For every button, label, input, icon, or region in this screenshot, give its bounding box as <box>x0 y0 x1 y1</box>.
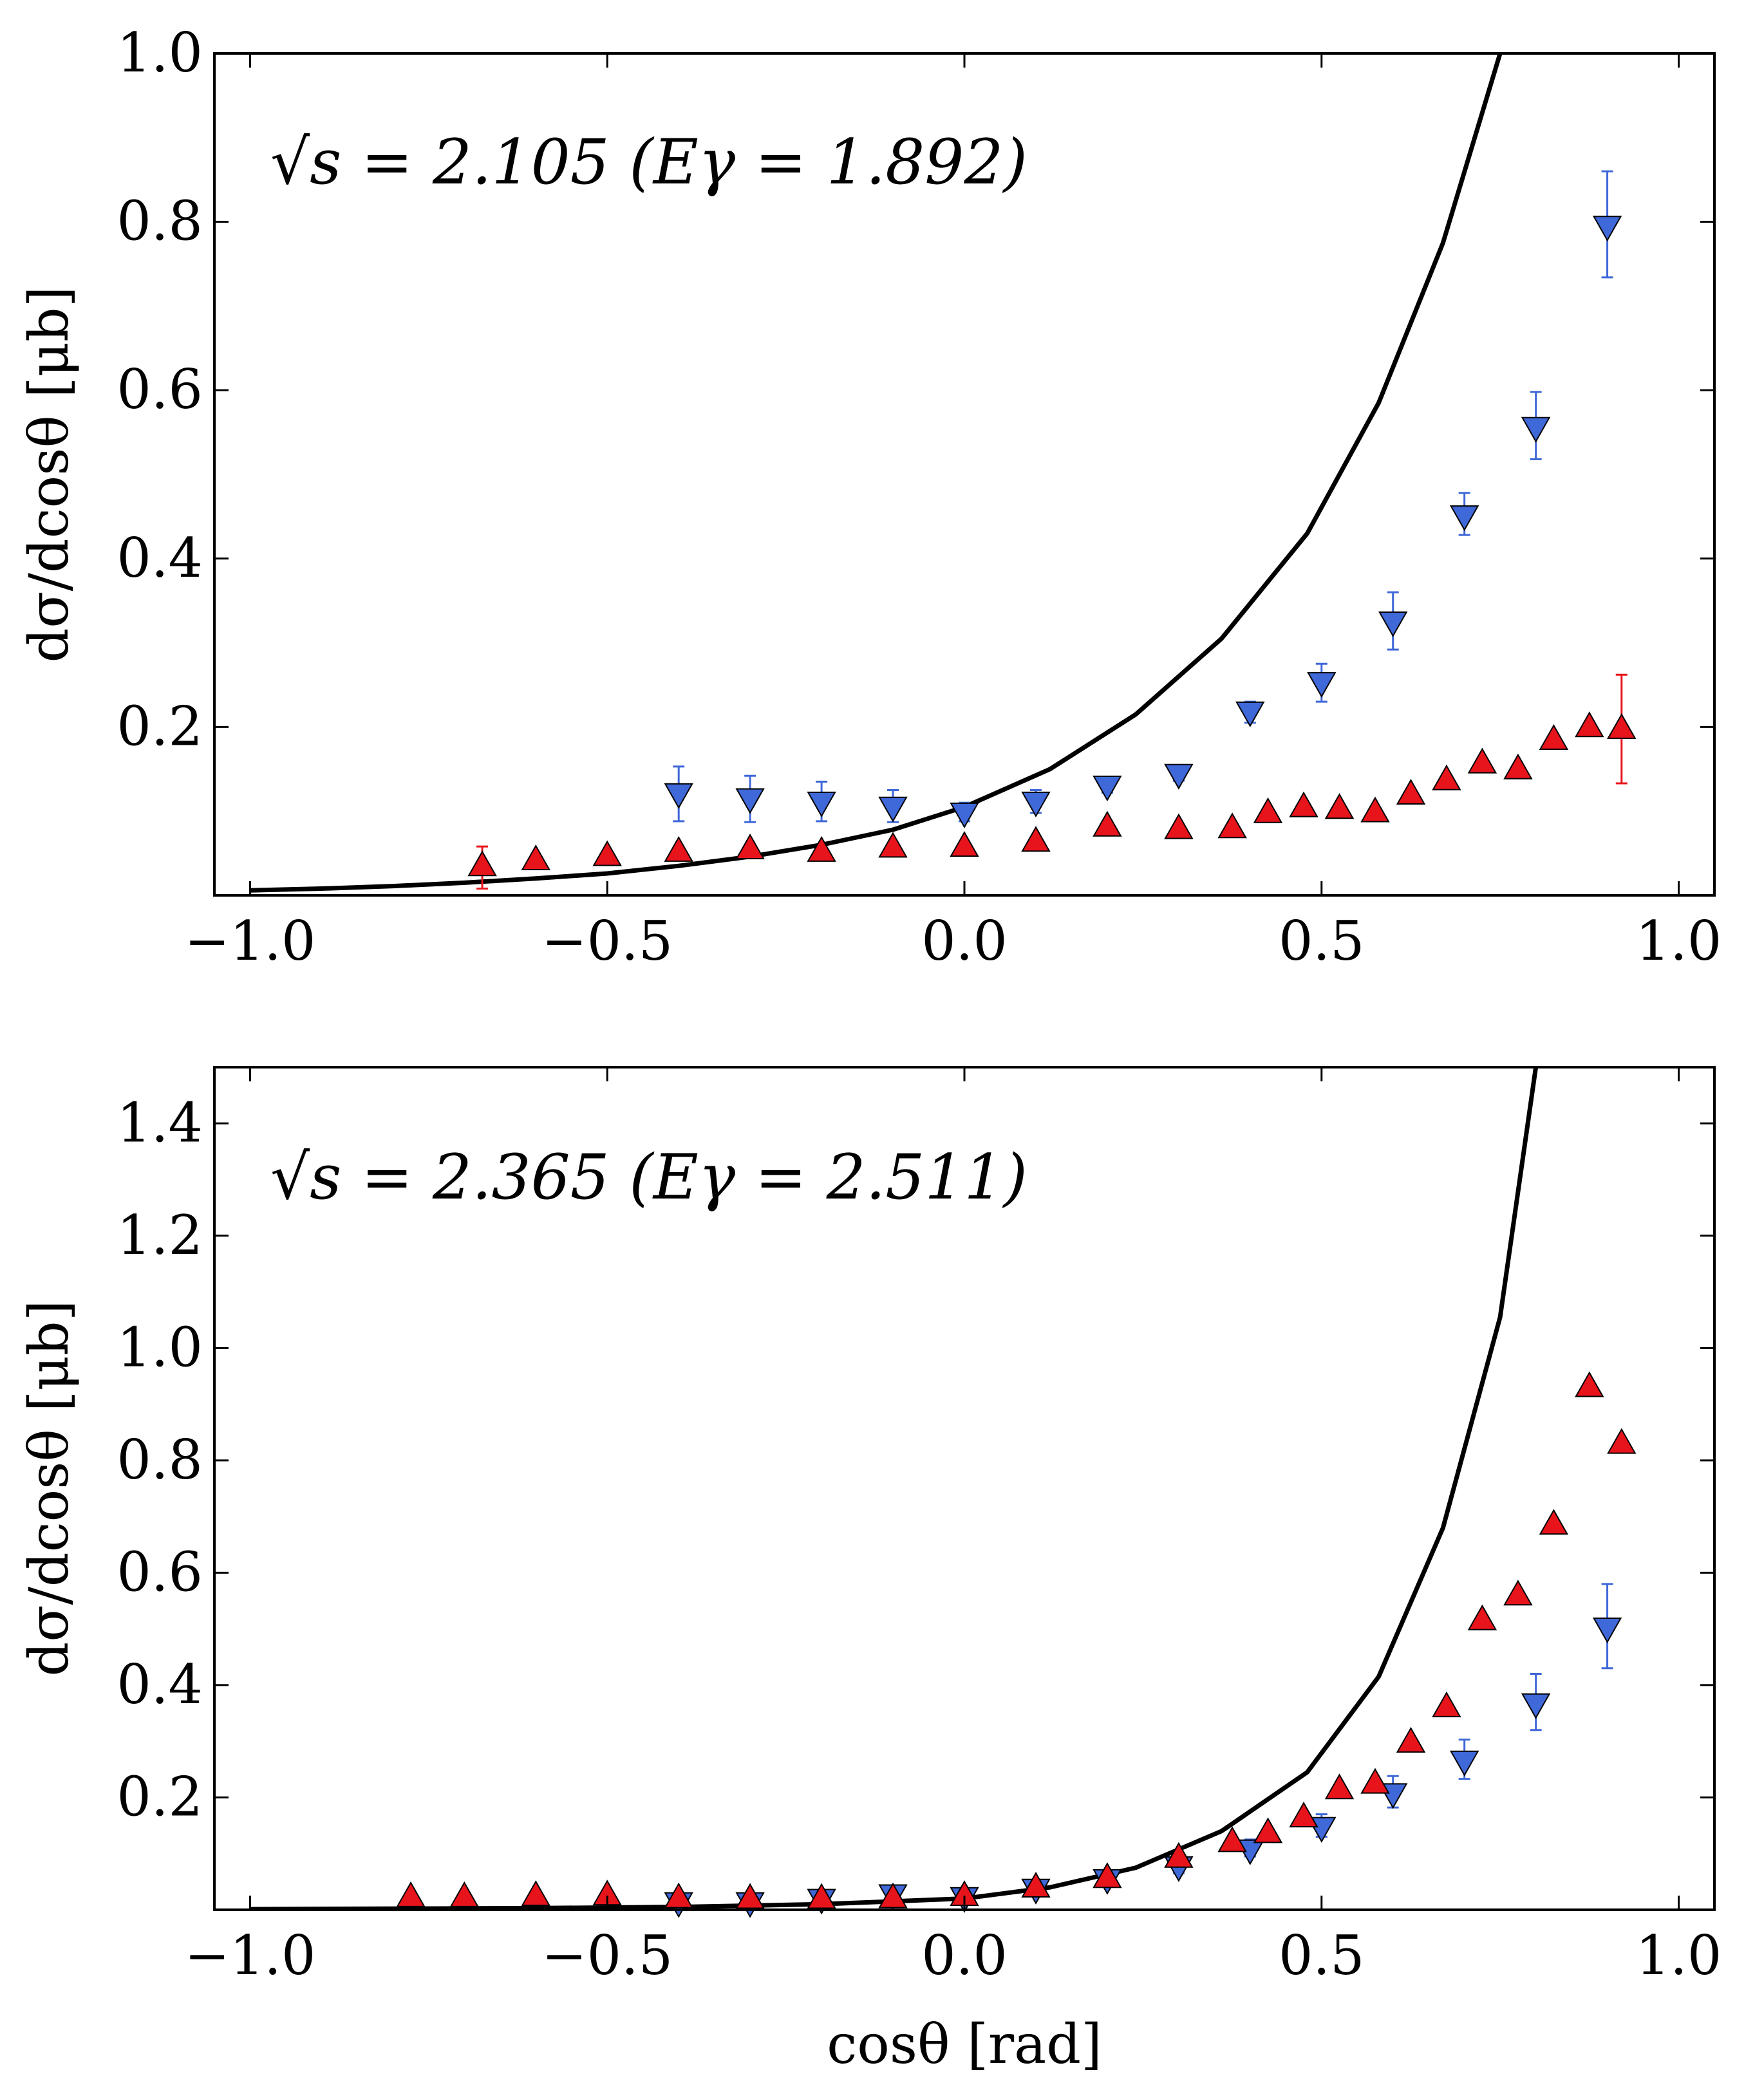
top-xtick-label: 0.0 <box>921 910 1008 973</box>
bottom-annotation: √s = 2.365 (Eγ = 2.511) <box>270 1141 1027 1213</box>
top-red-data-point <box>1021 826 1051 852</box>
bottom-red-data-point <box>1253 1817 1283 1843</box>
top-red-data-point <box>1253 797 1283 823</box>
top-ytick-label: 0.2 <box>117 695 203 758</box>
bottom-red-data-point <box>1164 1842 1194 1868</box>
bottom-xtick-label: 1.0 <box>1636 1924 1722 1987</box>
bottom-ytick-label: 0.6 <box>117 1540 203 1603</box>
top-blue-data-point <box>1592 216 1622 242</box>
bottom-red-data-point <box>664 1882 693 1908</box>
bottom-red-data-point <box>1217 1826 1247 1852</box>
top-blue-data-point <box>950 802 979 828</box>
bottom-xtick-label: −1.0 <box>184 1924 315 1987</box>
top-red-data-point <box>1432 764 1461 790</box>
bottom-red-data-point <box>1575 1371 1604 1397</box>
bottom-ytick-label: 0.2 <box>117 1765 203 1828</box>
bottom-panel: −1.0 −0.5 0.0 0.5 1.0 0.2 0.4 0.6 0.8 1.0 1.2 1.4 √… <box>17 1066 1722 2076</box>
top-blue-data-point <box>878 796 908 823</box>
bottom-red-data-point <box>1396 1726 1426 1753</box>
bottom-red-data-point <box>1539 1509 1569 1535</box>
bottom-red-data-point <box>521 1880 551 1907</box>
top-ytick-label: 0.8 <box>117 190 203 253</box>
bottom-blue-data-point <box>1521 1693 1551 1719</box>
top-blue-data-point <box>807 791 836 817</box>
bottom-xtick-label: 0.5 <box>1279 1924 1365 1987</box>
bottom-red-data-point <box>1503 1580 1533 1606</box>
top-blue-data-point <box>1164 763 1194 790</box>
bottom-red-data-point <box>878 1882 908 1908</box>
bottom-red-data-point <box>807 1883 836 1909</box>
bottom-ytick-label: 0.8 <box>117 1428 203 1491</box>
top-red-data-point <box>807 835 836 862</box>
top-red-data-point <box>664 835 693 862</box>
top-red-data-point <box>1467 747 1497 774</box>
top-blue-data-point <box>1449 505 1479 532</box>
bottom-red-data-point <box>1324 1773 1355 1800</box>
top-blue-data-point <box>1093 776 1122 802</box>
top-xtick-label: −0.5 <box>541 910 673 973</box>
top-blue-data-point <box>1521 416 1551 443</box>
bottom-blue-data-point <box>1592 1618 1622 1644</box>
top-ytick-label: 1.0 <box>117 21 203 84</box>
top-blue-data-point <box>1378 611 1408 638</box>
top-xtick-label: 0.5 <box>1279 910 1365 973</box>
top-panel: −1.0 −0.5 0.0 0.5 1.0 0.2 0.4 0.6 0.8 1.0 √s = 2.… <box>17 21 1722 973</box>
top-red-data-point <box>1289 791 1318 817</box>
top-red-data-point <box>1575 711 1604 738</box>
bottom-red-data-point <box>1467 1604 1497 1630</box>
bottom-ytick-label: 1.4 <box>117 1091 203 1154</box>
top-red-data-point <box>1324 793 1355 819</box>
top-red-data-point <box>1164 813 1194 839</box>
top-red-data-point <box>735 833 765 859</box>
bottom-red-data-point <box>1021 1871 1051 1898</box>
top-xtick-label: 1.0 <box>1636 910 1722 973</box>
top-ytick-label: 0.6 <box>117 358 203 421</box>
bottom-blue-data-point <box>1449 1750 1479 1777</box>
top-red-data-point <box>878 832 908 858</box>
bottom-red-data-point <box>1093 1862 1122 1889</box>
bottom-red-data-point <box>1607 1428 1637 1454</box>
top-y-axis-title: dσ/dcosθ [μb] <box>17 286 80 662</box>
top-annotation: √s = 2.105 (Eγ = 1.892) <box>270 126 1027 198</box>
top-red-data-point <box>1360 796 1390 823</box>
top-red-data-point <box>1217 812 1247 839</box>
top-red-data-point <box>1093 810 1122 837</box>
bottom-red-data-point <box>396 1881 426 1907</box>
top-ytick-label: 0.4 <box>117 527 203 590</box>
bottom-red-data-point <box>735 1883 765 1909</box>
bottom-xtick-label: −0.5 <box>541 1924 673 1987</box>
bottom-red-data-point <box>1289 1801 1318 1827</box>
bottom-x-axis-title: cosθ [rad] <box>827 2013 1102 2076</box>
bottom-ytick-label: 1.2 <box>117 1204 203 1267</box>
bottom-red-data-point <box>1432 1691 1461 1717</box>
top-red-data-point <box>521 844 551 870</box>
top-red-data-point <box>1396 778 1426 805</box>
top-red-data-point <box>1607 713 1637 739</box>
top-red-data-point <box>950 831 979 857</box>
top-red-data-point <box>1503 753 1533 779</box>
top-blue-data-point <box>1235 701 1265 727</box>
bottom-red-data-point <box>1360 1768 1390 1794</box>
bottom-xtick-label: 0.0 <box>921 1924 1008 1987</box>
bottom-ytick-label: 1.0 <box>117 1316 203 1379</box>
bottom-ytick-label: 0.4 <box>117 1653 203 1716</box>
top-blue-data-point <box>1307 672 1337 698</box>
top-blue-data-point <box>664 783 693 809</box>
top-red-data-point <box>467 850 497 877</box>
top-model-curve <box>250 53 1503 893</box>
bottom-model-curve <box>250 1067 1539 1910</box>
bottom-y-axis-title: dσ/dcosθ [μb] <box>17 1300 80 1676</box>
top-red-data-point <box>592 840 622 866</box>
top-blue-data-point <box>735 788 765 814</box>
bottom-red-data-point <box>449 1881 480 1907</box>
top-blue-data-point <box>1021 791 1051 817</box>
top-red-data-point <box>1539 723 1569 750</box>
top-xtick-label: −1.0 <box>184 910 315 973</box>
